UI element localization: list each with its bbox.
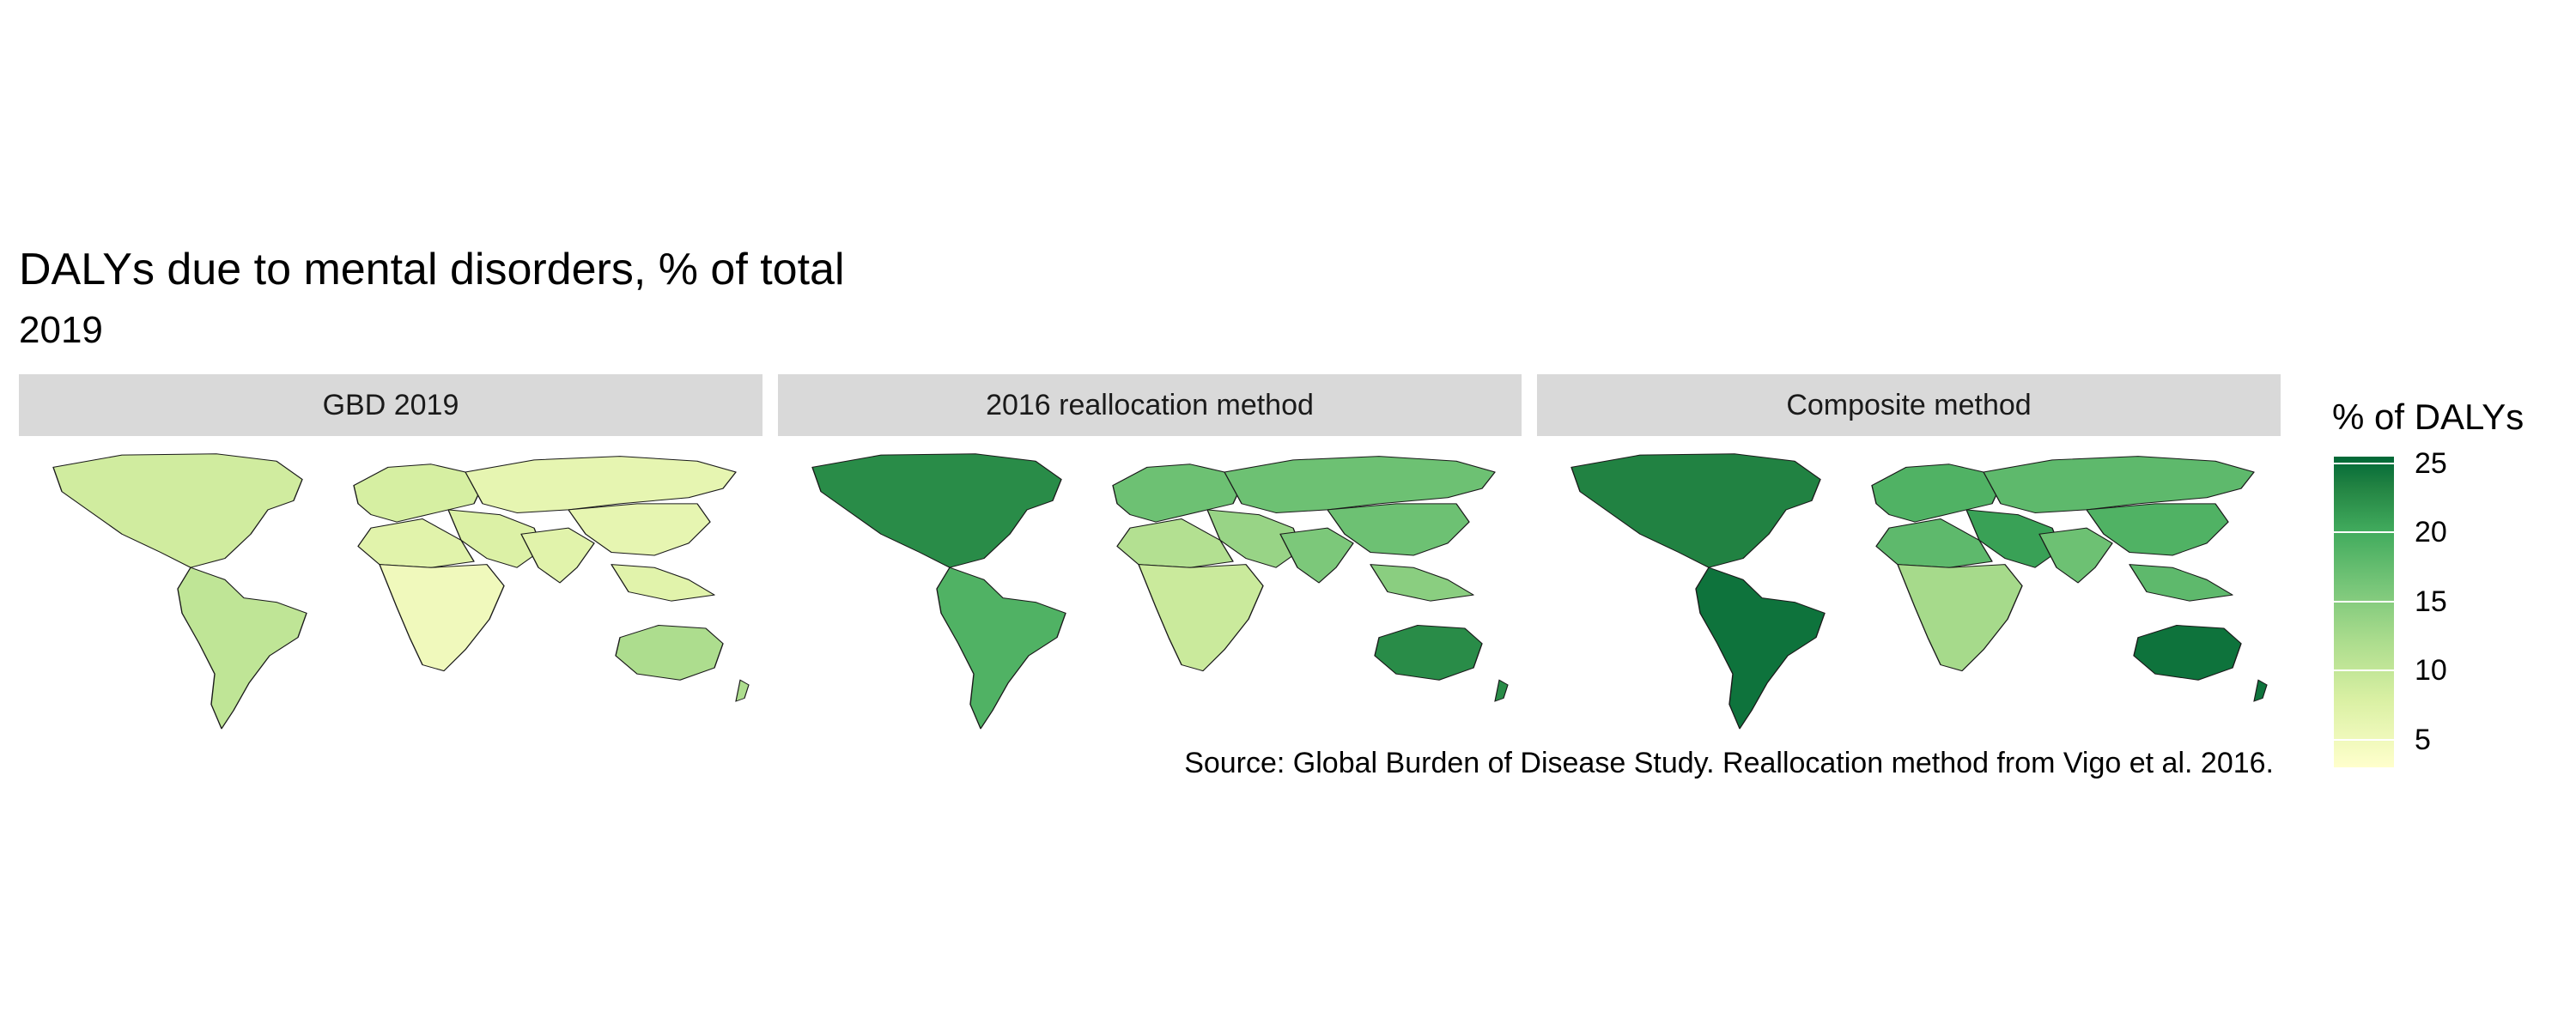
facet-strip-label: Composite method	[1537, 374, 2281, 436]
chart-title: DALYs due to mental disorders, % of tota…	[19, 245, 845, 294]
region-north-africa	[1875, 518, 1993, 568]
facet-panel-3: Composite method	[1537, 374, 2281, 735]
region-subsaharan-africa	[1138, 564, 1264, 672]
legend-colorbar	[2334, 457, 2394, 767]
region-europe	[1871, 464, 2002, 523]
region-south-asia	[2038, 527, 2113, 584]
region-north-america	[811, 453, 1062, 568]
region-russia-central-asia	[465, 456, 737, 513]
facet-strip-label: 2016 reallocation method	[778, 374, 1522, 436]
legend-tick-label: 10	[2415, 654, 2447, 688]
region-north-america	[52, 453, 303, 568]
region-southeast-asia	[611, 564, 715, 602]
legend-tick-mark	[2334, 670, 2394, 672]
region-oceania	[615, 625, 724, 681]
region-europe	[353, 464, 483, 523]
region-south-asia	[1279, 527, 1354, 584]
world-map-composite	[1537, 443, 2281, 735]
region-south-asia	[520, 527, 595, 584]
region-new-zealand	[2253, 679, 2268, 702]
region-north-africa	[357, 518, 475, 568]
chart-subtitle: 2019	[19, 309, 103, 351]
region-middle-east	[1206, 509, 1303, 568]
region-east-asia	[2086, 503, 2229, 556]
region-europe	[1112, 464, 1242, 523]
map-svg	[811, 453, 1509, 730]
legend-tick-mark	[2334, 600, 2394, 603]
legend-tick-label: 5	[2415, 723, 2431, 756]
region-oceania	[1374, 625, 1483, 681]
legend-title: % of DALYs	[2332, 397, 2524, 437]
region-russia-central-asia	[1224, 456, 1496, 513]
legend-tick-mark	[2334, 531, 2394, 534]
region-southeast-asia	[1370, 564, 1474, 602]
map-svg	[1571, 453, 2268, 730]
region-east-asia	[568, 503, 711, 556]
region-east-asia	[1327, 503, 1470, 556]
facet-panel-2: 2016 reallocation method	[778, 374, 1522, 735]
legend-tick-label: 15	[2415, 585, 2447, 618]
map-svg	[52, 453, 750, 730]
legend-tick-label: 25	[2415, 447, 2447, 481]
region-oceania	[2133, 625, 2242, 681]
region-subsaharan-africa	[379, 564, 505, 672]
legend-tick-mark	[2334, 738, 2394, 741]
facet-panel-1: GBD 2019	[19, 374, 762, 735]
legend-tick-label: 20	[2415, 516, 2447, 549]
region-north-america	[1571, 453, 1821, 568]
region-new-zealand	[1494, 679, 1509, 702]
legend-tick-mark	[2334, 463, 2394, 465]
region-subsaharan-africa	[1897, 564, 2023, 672]
region-southeast-asia	[2129, 564, 2233, 602]
region-middle-east	[447, 509, 544, 568]
region-russia-central-asia	[1983, 456, 2255, 513]
world-map-2016-reallocation	[778, 443, 1522, 735]
facet-strip-label: GBD 2019	[19, 374, 762, 436]
region-latin-america	[1695, 566, 1826, 730]
world-map-gbd-2019	[19, 443, 762, 735]
source-caption: Source: Global Burden of Disease Study. …	[1184, 747, 2274, 779]
region-new-zealand	[735, 679, 750, 702]
region-latin-america	[936, 566, 1066, 730]
region-north-africa	[1116, 518, 1234, 568]
region-latin-america	[177, 566, 307, 730]
region-middle-east	[1965, 509, 2062, 568]
